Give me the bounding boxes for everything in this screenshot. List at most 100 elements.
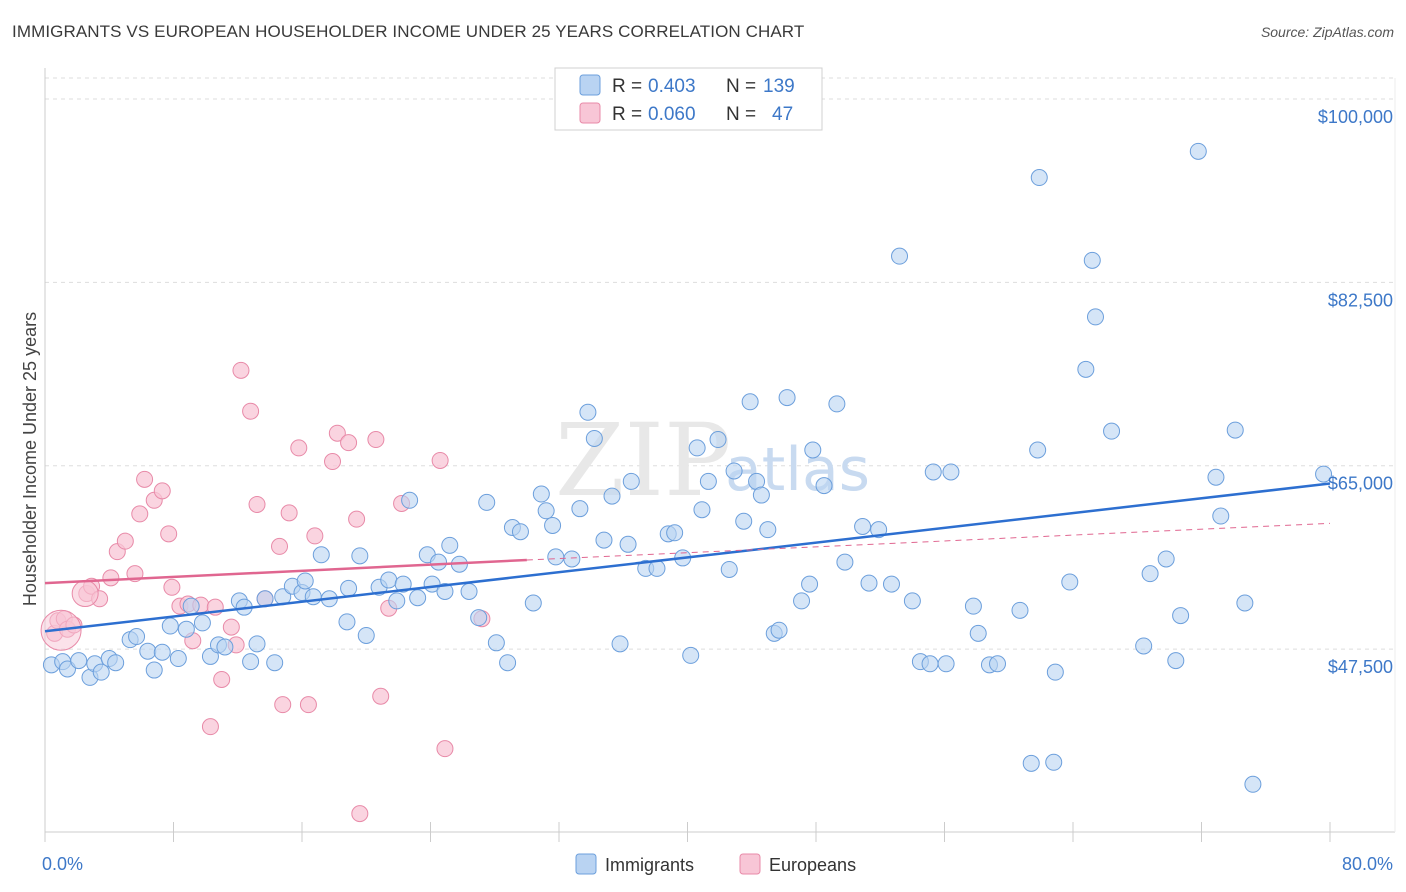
europeans-point-32 <box>274 696 292 714</box>
immigrants-point-35 <box>338 613 356 631</box>
immigrants-point-128 <box>1172 607 1190 625</box>
immigrants-point-67 <box>595 531 613 549</box>
immigrants-point-85 <box>741 393 759 411</box>
immigrants-point-126 <box>1157 550 1175 568</box>
immigrants-point-21 <box>216 638 234 656</box>
europeans-cluster-bubble-2 <box>71 580 99 608</box>
grid-lines <box>45 77 1395 650</box>
immigrants-point-27 <box>266 654 284 672</box>
immigrants-point-60 <box>537 502 555 520</box>
europeans-point-28 <box>242 402 260 420</box>
immigrants-point-8 <box>107 654 125 672</box>
trend-lines <box>44 482 1331 633</box>
immigrants-point-79 <box>693 501 711 519</box>
legend-top: R = 0.403 N = 139 R = 0.060 N = 47 <box>554 67 823 131</box>
immigrants-point-12 <box>145 661 163 679</box>
bottom-legend-immigrants: Immigrants <box>605 855 694 875</box>
chart-source: Source: ZipAtlas.com <box>1260 24 1394 40</box>
legend-n-value-2: 47 <box>772 104 793 125</box>
europeans-point-24 <box>213 670 231 688</box>
immigrants-point-133 <box>1236 594 1254 612</box>
immigrants-point-10 <box>128 628 146 646</box>
immigrants-point-78 <box>688 439 706 457</box>
immigrants-point-71 <box>622 472 640 490</box>
immigrants-point-96 <box>828 395 846 413</box>
immigrants-point-36 <box>340 579 358 597</box>
immigrants-point-93 <box>801 575 819 593</box>
immigrants-point-42 <box>394 575 412 593</box>
immigrants-point-49 <box>441 536 459 554</box>
europeans-point-31 <box>271 537 289 555</box>
europeans-point-13 <box>136 470 154 488</box>
immigrants-point-11 <box>139 642 157 660</box>
immigrants-point-41 <box>388 592 406 610</box>
immigrants-point-54 <box>487 634 505 652</box>
europeans-point-36 <box>306 527 324 545</box>
immigrants-point-48 <box>436 582 454 600</box>
immigrants-point-18 <box>193 614 211 632</box>
immigrants-point-24 <box>242 653 260 671</box>
immigrants-point-43 <box>401 491 419 509</box>
immigrants-point-121 <box>1083 251 1101 269</box>
europeans-point-46 <box>431 451 449 469</box>
y-tick-label-2: $82,500 <box>1328 290 1393 310</box>
immigrants-point-130 <box>1207 468 1225 486</box>
immigrants-point-134 <box>1244 775 1262 793</box>
immigrants-point-88 <box>759 521 777 539</box>
immigrants-point-13 <box>153 643 171 661</box>
immigrants-point-65 <box>579 403 597 421</box>
immigrants-point-33 <box>312 546 330 564</box>
immigrants-point-15 <box>169 650 187 668</box>
immigrants-point-57 <box>511 523 529 541</box>
immigrants-point-110 <box>969 624 987 642</box>
legend-r-label-1: R = <box>612 76 642 97</box>
immigrants-point-52 <box>470 609 488 627</box>
immigrants-point-55 <box>499 654 517 672</box>
immigrants-point-123 <box>1103 422 1121 440</box>
watermark-zip: ZIP <box>555 402 731 519</box>
immigrants-point-122 <box>1086 308 1104 326</box>
immigrants-point-116 <box>1029 441 1047 459</box>
europeans-point-16 <box>160 525 178 543</box>
europeans-point-43 <box>372 687 390 705</box>
immigrants-point-87 <box>752 486 770 504</box>
x-tick-label-end: 80.0% <box>1342 854 1393 874</box>
europeans-point-37 <box>324 453 342 471</box>
y-tick-label-0: $47,500 <box>1328 657 1393 677</box>
europeans-point-29 <box>248 495 266 513</box>
bottom-legend-swatch-immigrants <box>575 853 597 875</box>
immigrants-point-44 <box>409 589 427 607</box>
europeans-trend-line-extended <box>526 522 1331 561</box>
immigrants-point-117 <box>1045 753 1063 771</box>
immigrants-point-118 <box>1046 663 1064 681</box>
legend-n-label-2: N = <box>726 104 756 125</box>
immigrants-point-105 <box>921 655 939 673</box>
immigrants-point-47 <box>430 553 448 571</box>
immigrants-point-58 <box>524 594 542 612</box>
europeans-point-17 <box>163 578 181 596</box>
immigrants-point-70 <box>619 535 637 553</box>
immigrants-point-38 <box>357 626 375 644</box>
europeans-point-42 <box>367 431 385 449</box>
immigrants-point-61 <box>544 516 562 534</box>
immigrants-trend-line <box>44 482 1331 633</box>
europeans-point-41 <box>351 805 369 823</box>
immigrants-point-99 <box>860 574 878 592</box>
legend-swatch-europeans <box>579 102 601 124</box>
europeans-point-15 <box>153 482 171 500</box>
immigrants-point-6 <box>92 663 110 681</box>
legend-n-value-1: 139 <box>763 76 795 97</box>
immigrants-point-59 <box>532 485 550 503</box>
watermark: ZIP atlas <box>555 402 870 519</box>
immigrants-point-106 <box>924 463 942 481</box>
legend-r-label-2: R = <box>612 104 642 125</box>
immigrants-point-101 <box>882 575 900 593</box>
europeans-point-10 <box>116 532 134 550</box>
immigrants-point-16 <box>177 620 195 638</box>
europeans-point-47 <box>436 740 454 758</box>
immigrants-point-3 <box>70 652 88 670</box>
immigrants-point-112 <box>989 655 1007 673</box>
europeans-point-39 <box>340 434 358 452</box>
europeans-point-40 <box>348 510 366 528</box>
